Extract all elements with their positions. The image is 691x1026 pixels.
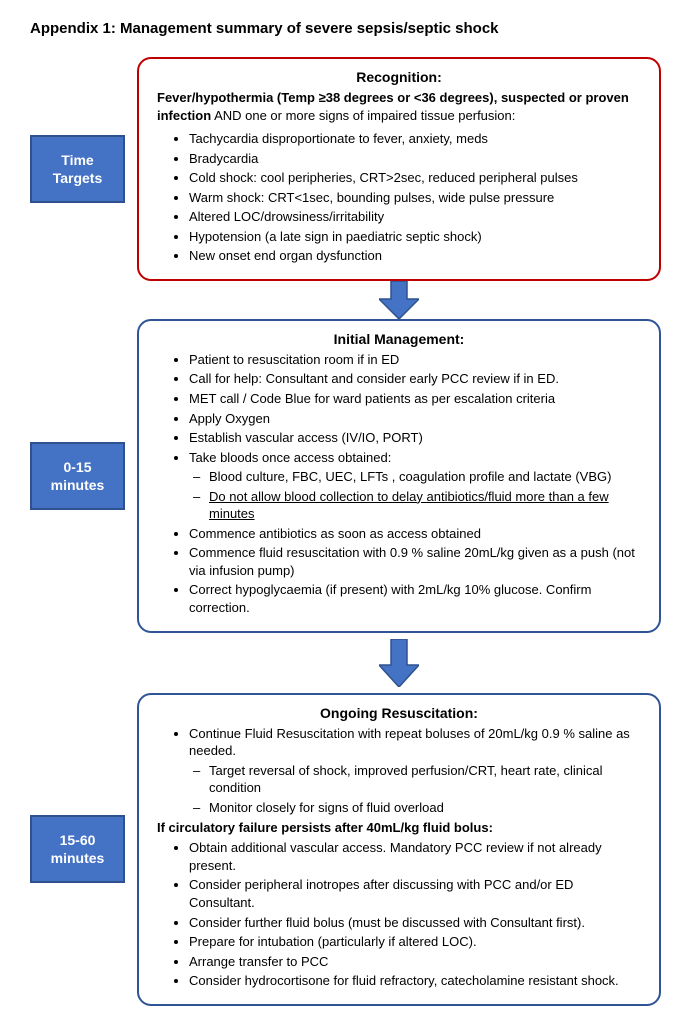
recognition-box: Recognition: Fever/hypothermia (Temp ≥38… [137,57,661,281]
ongoing-sublist: Target reversal of shock, improved perfu… [189,762,641,817]
ongoing-title: Ongoing Resuscitation: [157,705,641,721]
list-item: Consider further fluid bolus (must be di… [189,914,641,932]
list-item: Apply Oxygen [189,410,641,428]
initial-title: Initial Management: [157,331,641,347]
row-ongoing: 15-60 minutes Ongoing Resuscitation: Con… [30,693,661,1006]
list-item: Blood culture, FBC, UEC, LFTs , coagulat… [209,468,641,486]
initial-list: Patient to resuscitation room if in ED C… [157,351,641,617]
ongoing-if-text: If circulatory failure persists after 40… [157,820,641,835]
list-item-text: Take bloods once access obtained: [189,450,391,465]
list-item: Obtain additional vascular access. Manda… [189,839,641,874]
arrow-down-icon [379,281,419,319]
list-item: Commence fluid resuscitation with 0.9 % … [189,544,641,579]
list-item: MET call / Code Blue for ward patients a… [189,390,641,408]
initial-box: Initial Management: Patient to resuscita… [137,319,661,633]
recognition-subtitle: Fever/hypothermia (Temp ≥38 degrees or <… [157,89,641,124]
arrow-down-icon [379,639,419,687]
recognition-subtitle-rest: AND one or more signs of impaired tissue… [211,108,515,123]
list-item: Do not allow blood collection to delay a… [209,488,641,523]
list-item: Call for help: Consultant and consider e… [189,370,641,388]
list-item: Tachycardia disproportionate to fever, a… [189,130,641,148]
list-item: Correct hypoglycaemia (if present) with … [189,581,641,616]
list-item: Bradycardia [189,150,641,168]
list-item: Patient to resuscitation room if in ED [189,351,641,369]
list-item: Hypotension (a late sign in paediatric s… [189,228,641,246]
list-item: Target reversal of shock, improved perfu… [209,762,641,797]
list-item: Cold shock: cool peripheries, CRT>2sec, … [189,169,641,187]
time-target-0-15: 0-15 minutes [30,442,125,510]
list-item: New onset end organ dysfunction [189,247,641,265]
list-item: Prepare for intubation (particularly if … [189,933,641,951]
list-item: Commence antibiotics as soon as access o… [189,525,641,543]
list-item: Warm shock: CRT<1sec, bounding pulses, w… [189,189,641,207]
time-target-15-60: 15-60 minutes [30,815,125,883]
ongoing-box: Ongoing Resuscitation: Continue Fluid Re… [137,693,661,1006]
list-item-text: Continue Fluid Resuscitation with repeat… [189,726,630,759]
list-item: Arrange transfer to PCC [189,953,641,971]
arrow-down-2 [137,639,661,687]
list-item: Establish vascular access (IV/IO, PORT) [189,429,641,447]
list-item: Continue Fluid Resuscitation with repeat… [189,725,641,817]
list-item: Altered LOC/drowsiness/irritability [189,208,641,226]
list-item: Take bloods once access obtained: Blood … [189,449,641,523]
row-initial: 0-15 minutes Initial Management: Patient… [30,319,661,633]
row-recognition: Time Targets Recognition: Fever/hypother… [30,57,661,281]
arrow-down-1 [137,281,661,319]
recognition-list: Tachycardia disproportionate to fever, a… [157,130,641,265]
list-item: Consider peripheral inotropes after disc… [189,876,641,911]
list-item: Consider hydrocortisone for fluid refrac… [189,972,641,990]
time-target-label: Time Targets [30,135,125,203]
ongoing-list-1: Continue Fluid Resuscitation with repeat… [157,725,641,817]
ongoing-list-2: Obtain additional vascular access. Manda… [157,839,641,989]
page-title: Appendix 1: Management summary of severe… [30,20,661,37]
initial-sublist: Blood culture, FBC, UEC, LFTs , coagulat… [189,468,641,523]
list-item: Monitor closely for signs of fluid overl… [209,799,641,817]
recognition-title: Recognition: [157,69,641,85]
underlined-text: Do not allow blood collection to delay a… [209,489,609,522]
